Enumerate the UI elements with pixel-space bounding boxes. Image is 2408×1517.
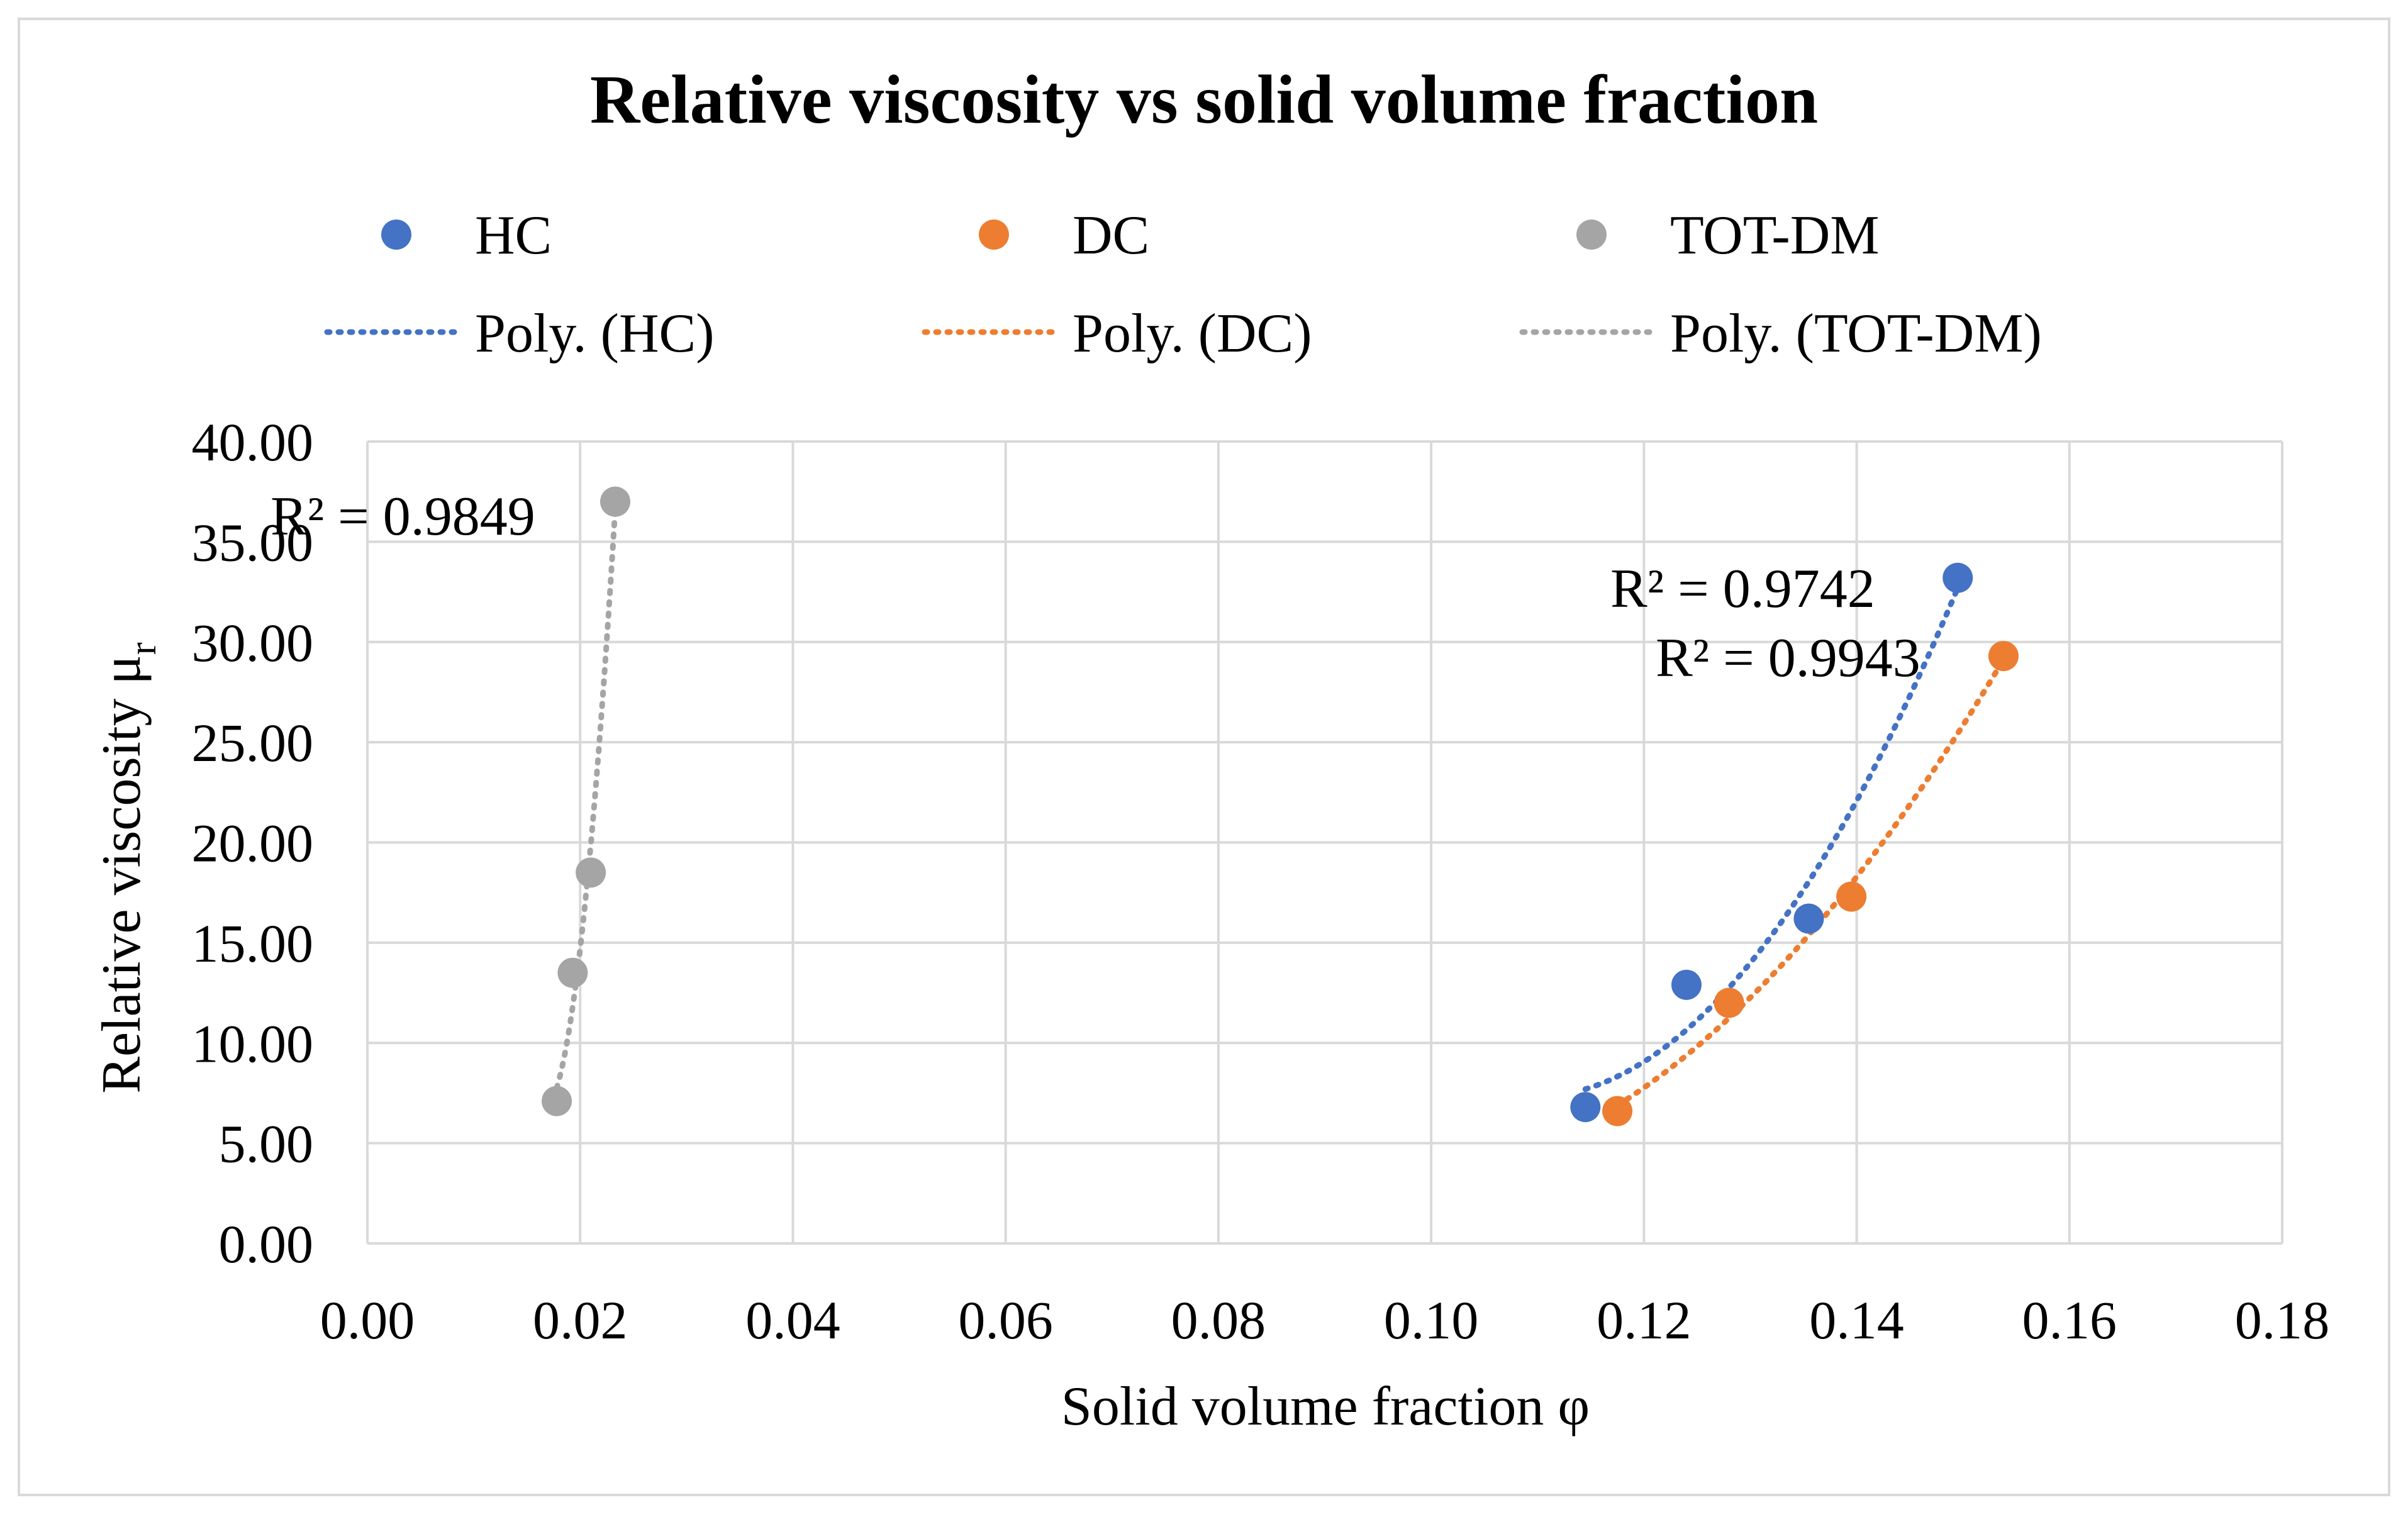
y-tick-label: 5.00 — [219, 1114, 314, 1174]
legend-label-poly-tot-dm: Poly. (TOT-DM) — [1670, 303, 2042, 364]
trendline-tot-dm — [554, 506, 618, 1091]
r2-labels: R² = 0.9742 R² = 0.9943 R² = 0.9849 — [270, 486, 1920, 689]
r2-label-dc: R² = 0.9943 — [1656, 628, 1920, 689]
legend-marker-hc — [381, 219, 411, 250]
axes: 0.00 0.02 0.04 0.06 0.08 0.10 0.12 0.14 0.16 0.18… — [192, 412, 2330, 1350]
legend-marker-dc — [979, 219, 1009, 250]
point-dc — [1988, 641, 2019, 672]
point-hc — [1793, 903, 1824, 934]
x-axis-label: Solid volume fraction φ — [1061, 1376, 1590, 1437]
x-tick-label: 0.18 — [2235, 1290, 2330, 1350]
chart-border — [18, 18, 2390, 1496]
legend-label-tot-dm: TOT-DM — [1670, 205, 1880, 266]
x-tick-label: 0.10 — [1384, 1290, 1479, 1350]
point-dc — [1836, 881, 1867, 912]
point-dc — [1714, 987, 1744, 1018]
chart-title: Relative viscosity vs solid volume fract… — [590, 61, 1818, 138]
y-axis-label: Relative viscosity μr — [91, 642, 164, 1093]
point-hc — [1943, 562, 1973, 593]
r2-label-hc: R² = 0.9742 — [1610, 558, 1875, 620]
r2-label-tot-dm: R² = 0.9849 — [270, 486, 535, 547]
legend: HC DC TOT-DM Poly. (HC) Poly. (DC) Poly. (TOT… — [324, 205, 2042, 364]
x-tick-label: 0.06 — [958, 1290, 1053, 1350]
trendline-hc — [1582, 585, 1961, 1092]
legend-label-dc: DC — [1073, 205, 1149, 266]
x-tick-label: 0.08 — [1171, 1290, 1266, 1350]
point-dc — [1602, 1096, 1633, 1126]
x-tick-label: 0.16 — [2022, 1290, 2117, 1350]
y-tick-label: 10.00 — [192, 1013, 314, 1074]
point-tot-dm — [542, 1086, 572, 1116]
y-tick-label: 0.00 — [219, 1214, 314, 1274]
point-tot-dm — [600, 486, 631, 517]
point-hc — [1570, 1092, 1601, 1123]
y-tick-label: 20.00 — [192, 813, 314, 874]
y-axis-label-main: Relative viscosity μ — [91, 655, 152, 1093]
legend-marker-tot-dm — [1576, 219, 1607, 250]
point-tot-dm — [576, 857, 606, 888]
point-tot-dm — [557, 957, 588, 988]
legend-label-poly-hc: Poly. (HC) — [475, 303, 715, 364]
x-tick-label: 0.14 — [1809, 1290, 1904, 1350]
legend-label-poly-dc: Poly. (DC) — [1073, 303, 1312, 364]
gridlines — [367, 440, 2283, 1243]
y-axis-label-subscript: r — [122, 642, 164, 655]
y-tick-label: 35.00 — [192, 512, 314, 572]
x-tick-label: 0.00 — [320, 1290, 415, 1350]
point-hc — [1671, 969, 1702, 1000]
y-tick-label: 40.00 — [192, 412, 314, 472]
x-tick-label: 0.04 — [745, 1290, 840, 1350]
y-tick-label: 15.00 — [192, 913, 314, 974]
legend-label-hc: HC — [475, 205, 552, 266]
x-tick-label: 0.12 — [1597, 1290, 1692, 1350]
x-tick-label: 0.02 — [533, 1290, 628, 1350]
data-points — [542, 486, 2019, 1126]
y-tick-label: 30.00 — [192, 613, 314, 673]
y-tick-label: 25.00 — [192, 713, 314, 773]
